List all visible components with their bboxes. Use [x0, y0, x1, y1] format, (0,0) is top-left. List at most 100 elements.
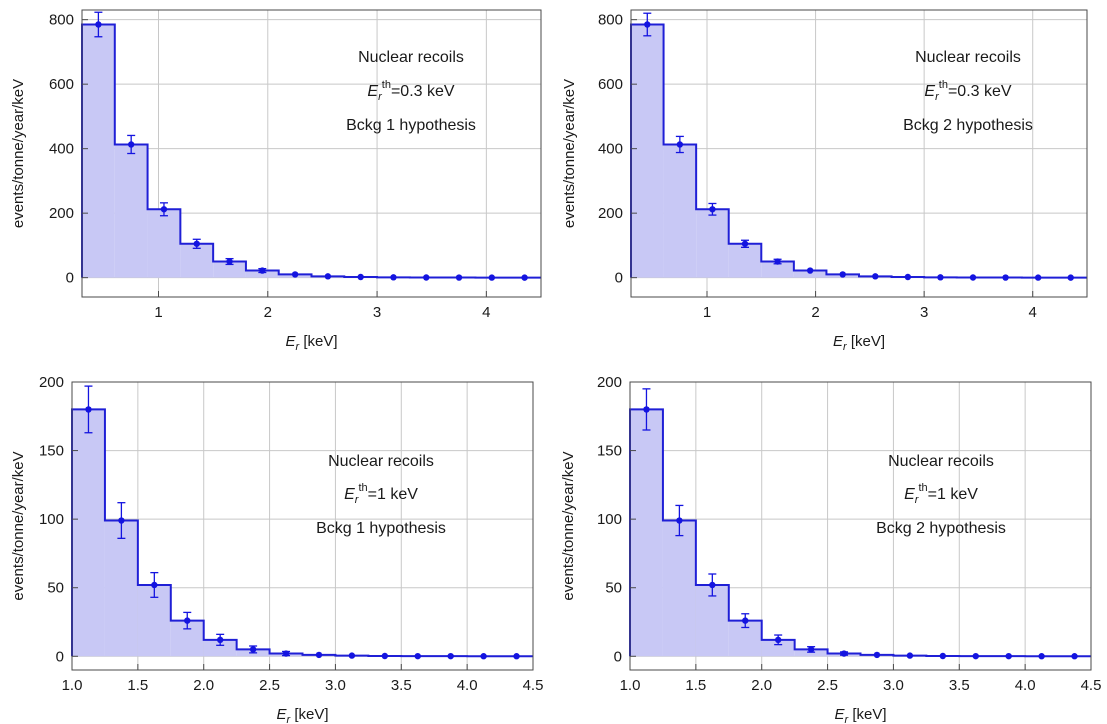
data-point	[741, 239, 749, 248]
data-marker	[873, 651, 881, 659]
y-tick-label: 200	[49, 205, 74, 222]
chart-panel-3: 1.0 1.5 2.0 2.5 3.0 3.5 4.0 4.5 0 50 100 150 200 Er […	[10, 374, 543, 724]
data-point	[1002, 274, 1009, 281]
x-tick-label: 1.0	[62, 677, 83, 694]
data-point	[423, 274, 430, 281]
plot-frame	[630, 9, 1088, 298]
data-point	[872, 273, 879, 280]
x-axis-label: Er [keV]	[285, 333, 337, 353]
data-point	[939, 652, 947, 660]
y-tick-label: 0	[56, 648, 64, 665]
chart-panel-4: 1.0 1.5 2.0 2.5 3.0 3.5 4.0 4.5 0 50 100 150 200 Er […	[560, 374, 1101, 724]
data-marker	[513, 653, 520, 660]
x-axis-label-symbol: E	[285, 333, 296, 350]
x-tick-label: 1	[703, 304, 711, 321]
histogram-step-line	[629, 408, 1091, 658]
x-axis-label-symbol: E	[276, 706, 287, 723]
data-point	[480, 653, 487, 660]
data-point	[513, 653, 520, 660]
y-tick-label: 150	[39, 443, 64, 460]
x-tick-label: 4	[482, 304, 490, 321]
annotation-hypothesis: Bckg 2 hypothesis	[903, 117, 1033, 134]
data-point	[150, 571, 159, 598]
x-axis-label-symbol: E	[833, 333, 844, 350]
histogram-step-line	[71, 408, 533, 658]
x-tick-label: 2.0	[751, 677, 772, 694]
y-axis-label: events/tonne/year/keV	[561, 79, 578, 228]
y-tick-label: 600	[49, 76, 74, 93]
annotation-hypothesis: Bckg 2 hypothesis	[876, 520, 1006, 537]
data-marker	[774, 636, 782, 644]
histogram-bin	[631, 24, 664, 278]
histogram-bin	[72, 409, 105, 657]
data-point	[1034, 274, 1042, 281]
threshold-superscript: th	[939, 79, 948, 91]
data-marker	[249, 646, 257, 653]
threshold-symbol: E	[367, 83, 378, 100]
x-tick-label: 3.5	[391, 677, 412, 694]
data-point	[839, 271, 846, 278]
data-marker	[324, 273, 332, 280]
data-marker	[226, 258, 233, 265]
annotation-threshold: Erth=0.3 keV	[367, 79, 454, 103]
data-point	[488, 274, 496, 281]
x-axis-label-subscript: r	[286, 714, 291, 724]
threshold-superscript: th	[358, 482, 367, 494]
annotation-title: Nuclear recoils	[915, 49, 1021, 66]
y-tick-label: 0	[66, 270, 74, 287]
x-tick-label: 3	[373, 304, 381, 321]
data-marker	[216, 636, 224, 644]
data-point	[315, 651, 323, 659]
x-tick-label: 3	[920, 304, 928, 321]
plot-frame	[71, 381, 534, 671]
x-axis-label-subscript: r	[844, 714, 849, 724]
data-marker	[414, 652, 421, 660]
chart-panel-2: 1 2 3 4 0 200 400 600 800 Er [keV] events/tonne/ye…	[561, 9, 1088, 353]
data-marker	[939, 652, 947, 660]
data-marker	[381, 652, 389, 660]
data-marker	[741, 240, 749, 247]
histogram-bin	[114, 144, 148, 278]
threshold-value: =0.3 keV	[948, 83, 1012, 100]
data-marker	[806, 267, 814, 274]
histogram-bin	[663, 144, 697, 278]
annotation-threshold: Erth=0.3 keV	[924, 79, 1011, 103]
histogram-bin	[203, 639, 237, 657]
data-marker	[1038, 653, 1045, 660]
x-tick-label: 2	[264, 304, 272, 321]
data-marker	[1067, 274, 1074, 281]
data-point	[675, 504, 684, 537]
histogram-bin	[213, 261, 246, 278]
threshold-subscript: r	[935, 91, 940, 103]
data-marker	[807, 646, 815, 653]
histogram-bin	[794, 649, 828, 657]
x-tick-label: 4.5	[523, 677, 544, 694]
x-axis-label-unit: [keV]	[848, 706, 886, 723]
data-point	[840, 650, 849, 657]
threshold-value: =0.3 keV	[391, 83, 455, 100]
annotation-hypothesis: Bckg 1 hypothesis	[346, 117, 476, 134]
threshold-subscript: r	[355, 494, 360, 506]
y-tick-label: 400	[49, 141, 74, 158]
y-tick-label: 0	[615, 270, 623, 287]
histogram-bin	[147, 209, 181, 278]
data-point	[357, 273, 364, 281]
y-tick-label: 0	[614, 648, 622, 665]
x-tick-label: 1.5	[685, 677, 706, 694]
data-point	[127, 134, 136, 155]
x-tick-label: 1	[154, 304, 162, 321]
data-point	[675, 135, 684, 154]
x-tick-label: 4.0	[1015, 677, 1036, 694]
data-marker	[118, 517, 125, 524]
threshold-symbol: E	[344, 486, 355, 503]
threshold-value: =1 keV	[368, 486, 419, 503]
data-marker	[742, 617, 749, 624]
threshold-symbol: E	[924, 83, 935, 100]
annotation-threshold: Erth=1 keV	[904, 482, 978, 506]
x-tick-label: 2.5	[259, 677, 280, 694]
y-tick-label: 50	[47, 580, 64, 597]
histogram-bin	[104, 520, 138, 657]
data-point	[643, 12, 652, 37]
data-point	[1067, 274, 1074, 281]
